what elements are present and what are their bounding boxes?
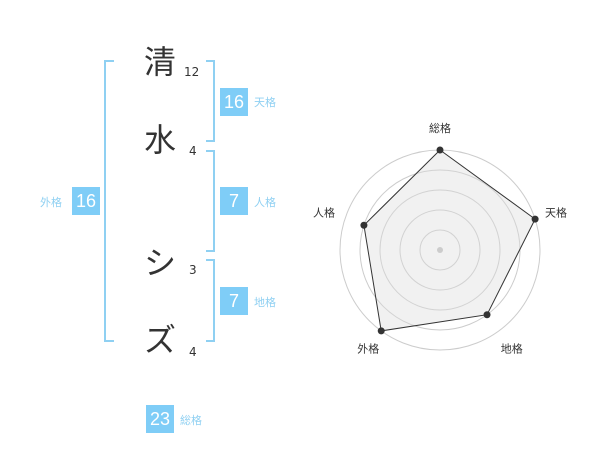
radar-axis-label: 天格 <box>545 205 567 219</box>
jinkaku-bracket <box>206 150 215 252</box>
chikaku-label: 地格 <box>254 296 276 309</box>
radar-ring <box>379 189 501 311</box>
name-char: シ <box>143 244 176 282</box>
radar-point <box>360 221 368 229</box>
radar-point <box>377 327 385 335</box>
radar-ring <box>399 209 481 291</box>
radar-area <box>363 149 536 332</box>
jinkaku-value: 7 <box>220 187 248 215</box>
gaikaku-value: 16 <box>72 187 100 215</box>
radar-point <box>531 215 539 223</box>
stroke-count: 4 <box>189 345 197 359</box>
radar-axis-label: 人格 <box>313 205 335 219</box>
name-char: 清 <box>143 43 176 81</box>
gaikaku-bracket <box>104 60 114 342</box>
radar-center <box>437 247 443 253</box>
radar-axis-label: 外格 <box>357 342 379 356</box>
name-char: ズ <box>143 321 176 359</box>
jinkaku-label: 人格 <box>254 196 276 209</box>
name-char: 水 <box>143 121 176 159</box>
radar-axis-label: 地格 <box>501 342 523 356</box>
chikaku-value: 7 <box>220 287 248 315</box>
radar-axis-label: 総格 <box>429 121 451 135</box>
tenkaku-bracket <box>206 60 215 142</box>
tenkaku-label: 天格 <box>254 96 276 109</box>
radar-point <box>483 311 491 319</box>
chikaku-bracket <box>206 259 215 342</box>
gaikaku-label: 外格 <box>40 196 62 209</box>
stroke-count: 4 <box>189 144 197 158</box>
soukaku-value: 23 <box>146 405 174 433</box>
tenkaku-value: 16 <box>220 88 248 116</box>
soukaku-label: 総格 <box>180 414 202 427</box>
radar-ring <box>419 229 461 271</box>
stroke-count: 3 <box>189 263 197 277</box>
radar-point <box>436 146 444 154</box>
stroke-count: 12 <box>184 65 200 79</box>
